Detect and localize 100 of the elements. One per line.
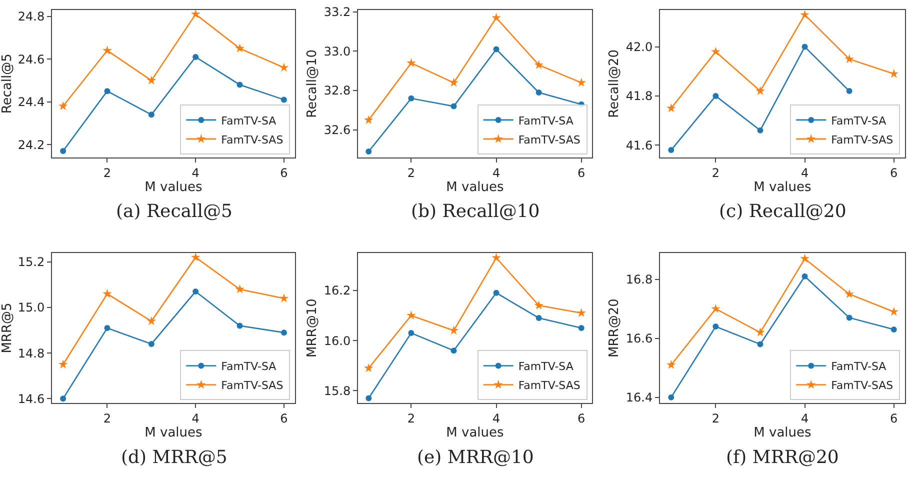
y-tick-label: 14.6 xyxy=(18,392,45,406)
y-tick-label: 41.8 xyxy=(626,89,653,104)
y-tick-label: 32.8 xyxy=(324,84,351,98)
y-tick-label: 33.2 xyxy=(324,5,351,20)
point xyxy=(666,103,676,112)
point xyxy=(190,10,200,18)
text: (b) Recall@10 xyxy=(411,201,540,222)
point xyxy=(493,46,500,52)
x-tick-label: 2 xyxy=(712,412,720,426)
point xyxy=(844,54,854,64)
point xyxy=(889,306,899,316)
point xyxy=(756,86,765,95)
x-axis-title: M values xyxy=(446,180,504,195)
point xyxy=(534,300,544,310)
point xyxy=(578,325,584,332)
x-tick-label: 4 xyxy=(492,166,500,180)
y-tick-label: 24.4 xyxy=(18,95,45,110)
point xyxy=(711,304,720,313)
point xyxy=(450,348,457,354)
x-tick-label: 4 xyxy=(192,412,200,426)
x-axis-title: M values xyxy=(144,426,203,441)
y-tick-label: 16.8 xyxy=(626,272,653,287)
point xyxy=(192,54,199,60)
point xyxy=(406,310,416,320)
y-axis-title: Recall@5 xyxy=(0,54,15,114)
x-tick-label: 4 xyxy=(800,166,809,180)
point xyxy=(711,46,720,56)
x-axis-title: M values xyxy=(446,426,504,441)
point xyxy=(844,289,854,298)
y-tick-label: 16.0 xyxy=(324,334,351,348)
y-axis-title: MRR@10 xyxy=(304,298,320,358)
text: (e) MRR@10 xyxy=(417,447,534,468)
point xyxy=(492,252,501,262)
point xyxy=(104,88,110,94)
point xyxy=(889,68,899,78)
point xyxy=(756,328,765,336)
point xyxy=(60,396,66,402)
y-axis-title: MRR@20 xyxy=(606,298,622,358)
point xyxy=(58,101,68,110)
point xyxy=(102,46,112,54)
point xyxy=(408,330,414,336)
text: (a) Recall@5 xyxy=(116,201,232,222)
x-tick-label: 2 xyxy=(103,412,112,426)
legend-label: FamTV-SA xyxy=(518,114,574,128)
y-tick-label: 15.8 xyxy=(324,384,351,398)
point xyxy=(192,288,199,295)
point xyxy=(146,76,156,84)
point xyxy=(449,78,458,87)
legend-label: FamTV-SA xyxy=(831,114,887,128)
point xyxy=(236,82,243,88)
point xyxy=(890,326,897,332)
point xyxy=(534,60,544,69)
point xyxy=(802,44,808,50)
point xyxy=(366,148,372,155)
point xyxy=(668,394,674,400)
point xyxy=(493,290,500,296)
y-tick-label: 42.0 xyxy=(626,40,653,54)
point xyxy=(406,58,416,67)
x-axis-title: M values xyxy=(754,180,812,195)
point xyxy=(364,115,374,124)
point xyxy=(146,316,156,326)
y-tick-label: 16.4 xyxy=(626,390,653,405)
point xyxy=(280,96,287,103)
y-axis-title: MRR@5 xyxy=(0,302,15,354)
point xyxy=(668,147,674,154)
x-tick-label: 2 xyxy=(407,166,415,180)
y-tick-label: 15.0 xyxy=(18,300,45,315)
point xyxy=(576,308,586,317)
point xyxy=(104,325,110,332)
point xyxy=(712,92,719,99)
legend-label: FamTV-SA xyxy=(518,360,574,374)
y-tick-label: 16.2 xyxy=(324,284,351,298)
point xyxy=(536,314,542,321)
y-tick-label: 16.6 xyxy=(626,332,653,346)
x-tick-label: 6 xyxy=(578,412,586,426)
text: (c) Recall@20 xyxy=(719,201,846,222)
point xyxy=(846,314,852,321)
x-tick-label: 2 xyxy=(103,166,112,180)
legend-label: FamTV-SAS xyxy=(831,379,894,392)
legend-label: FamTV-SA xyxy=(221,360,277,374)
point xyxy=(450,103,457,110)
point xyxy=(148,112,154,118)
text: (d) MRR@5 xyxy=(121,447,228,468)
x-tick-label: 2 xyxy=(712,166,720,180)
point xyxy=(364,363,374,372)
x-tick-label: 4 xyxy=(492,412,500,426)
point xyxy=(58,360,68,368)
y-tick-label: 15.2 xyxy=(18,255,45,270)
legend-label: FamTV-SA xyxy=(831,360,887,374)
x-axis-title: M values xyxy=(754,426,812,441)
point xyxy=(712,324,719,330)
point xyxy=(148,340,154,347)
point xyxy=(235,43,244,52)
point xyxy=(800,254,810,263)
y-tick-label: 24.2 xyxy=(18,138,45,152)
point xyxy=(190,252,200,262)
point xyxy=(279,293,289,302)
x-tick-label: 2 xyxy=(407,412,415,426)
point xyxy=(536,90,542,96)
point xyxy=(757,341,764,348)
